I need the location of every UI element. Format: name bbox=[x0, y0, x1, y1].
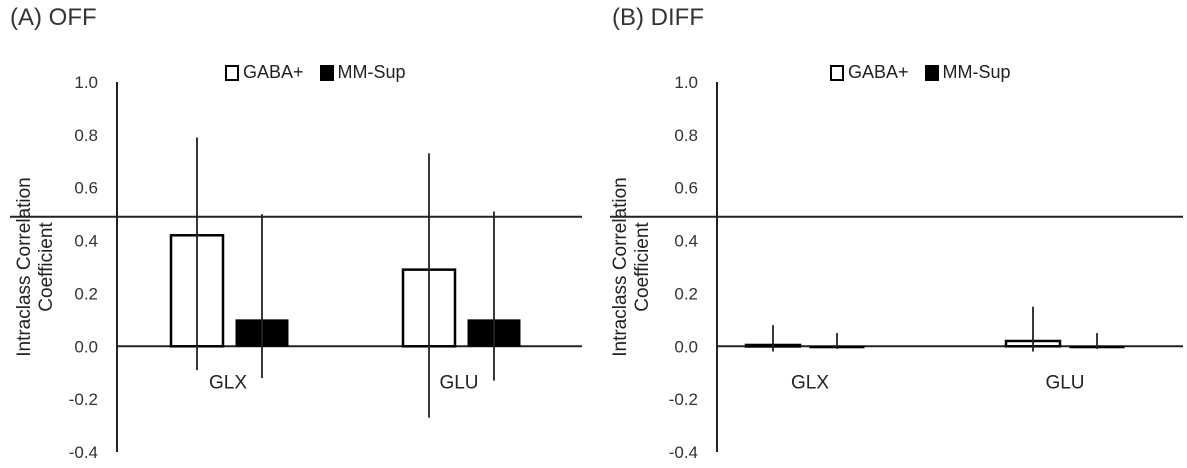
category-label: GLX bbox=[791, 372, 829, 393]
y-tick-label: 1.0 bbox=[674, 73, 698, 92]
legend-entry-mmsup: MM-Sup bbox=[924, 62, 1011, 83]
y-tick-label: -0.2 bbox=[69, 390, 98, 409]
y-tick-label: -0.4 bbox=[669, 443, 698, 462]
category-label: GLU bbox=[439, 372, 478, 393]
legend-label: GABA+ bbox=[243, 62, 304, 82]
y-tick-label: 1.0 bbox=[74, 73, 98, 92]
y-tick-label: 0.0 bbox=[674, 337, 698, 356]
legend-entry-gaba: GABA+ bbox=[830, 62, 909, 83]
y-axis-label-line: Coefficient bbox=[36, 222, 57, 312]
panel-title: (A) OFF bbox=[10, 4, 97, 31]
y-tick-label: 0.2 bbox=[74, 284, 98, 303]
legend-swatch-hollow bbox=[830, 64, 844, 81]
legend-label: GABA+ bbox=[848, 62, 909, 82]
y-tick-label: 0.8 bbox=[74, 126, 98, 145]
y-tick-label: 0.0 bbox=[74, 337, 98, 356]
panel-diff: (B) DIFF GABA+ MM-Sup Intraclass Correla… bbox=[600, 0, 1187, 468]
legend: GABA+ MM-Sup bbox=[830, 62, 1021, 83]
y-tick-label: 0.2 bbox=[674, 284, 698, 303]
legend-swatch-filled bbox=[319, 64, 334, 81]
panel-off: (A) OFF GABA+ MM-Sup Intraclass Correlat… bbox=[10, 4, 582, 462]
legend-label: MM-Sup bbox=[337, 62, 406, 82]
legend: GABA+ MM-Sup bbox=[225, 62, 416, 83]
chart-plot: Intraclass CorrelationCoefficient 1.0 0.8 0… bbox=[610, 73, 1183, 462]
legend-swatch-hollow bbox=[225, 64, 239, 81]
y-axis-label-line: Intraclass Correlation bbox=[14, 177, 35, 357]
y-axis-label-line: Intraclass Correlation bbox=[610, 177, 631, 357]
chart-plot: Intraclass CorrelationCoefficient 1.0 0.8 0… bbox=[10, 73, 582, 462]
y-tick-label: 0.6 bbox=[74, 179, 98, 198]
y-tick-label: -0.4 bbox=[69, 443, 98, 462]
legend-entry-mmsup: MM-Sup bbox=[319, 62, 406, 83]
legend-label: MM-Sup bbox=[942, 62, 1011, 82]
y-tick-label: -0.2 bbox=[669, 390, 698, 409]
category-label: GLU bbox=[1045, 372, 1084, 393]
y-tick-label: 0.6 bbox=[674, 179, 698, 198]
y-axis-label: Intraclass CorrelationCoefficient bbox=[14, 177, 57, 357]
y-axis-label-line: Coefficient bbox=[632, 222, 653, 312]
panel-title: (B) DIFF bbox=[612, 4, 704, 31]
legend-swatch-filled bbox=[924, 64, 939, 81]
legend-entry-gaba: GABA+ bbox=[225, 62, 304, 83]
y-axis-label: Intraclass CorrelationCoefficient bbox=[610, 177, 653, 357]
category-label: GLX bbox=[209, 372, 247, 393]
y-tick-label: 0.8 bbox=[674, 126, 698, 145]
y-tick-label: 0.4 bbox=[674, 232, 698, 251]
y-tick-label: 0.4 bbox=[74, 232, 98, 251]
